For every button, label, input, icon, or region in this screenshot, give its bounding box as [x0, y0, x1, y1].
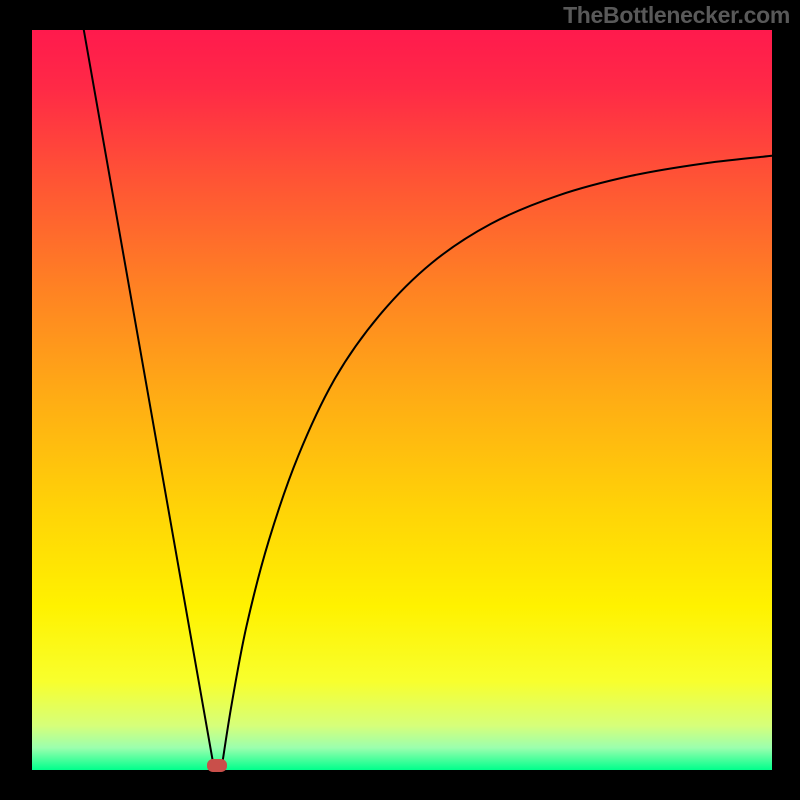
watermark-text: TheBottlenecker.com	[563, 2, 790, 29]
chart-container: TheBottlenecker.com	[0, 0, 800, 800]
optimal-point-marker	[207, 759, 228, 772]
curve-path	[84, 30, 772, 764]
bottleneck-curve	[0, 0, 800, 800]
